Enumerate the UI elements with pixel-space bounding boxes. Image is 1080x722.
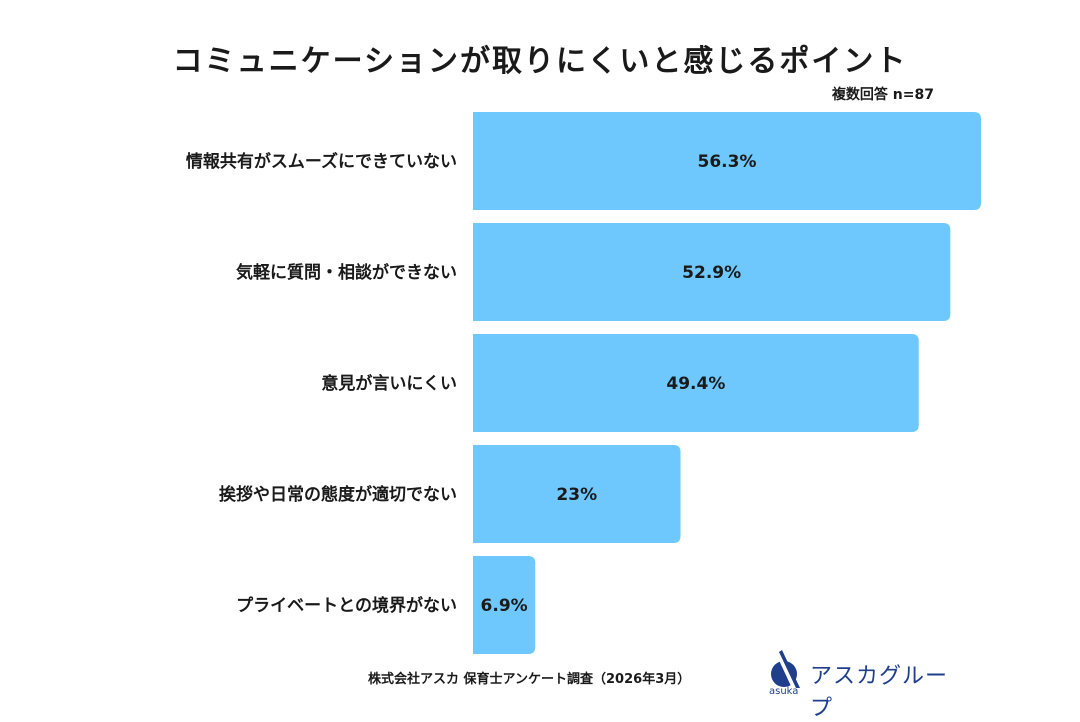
chart-title: コミュニケーションが取りにくいと感じるポイント: [172, 44, 908, 79]
sample-note: 複数回答 n=87: [831, 87, 934, 103]
value-label-3: 49.4%: [666, 374, 725, 394]
bar-1: [473, 112, 981, 210]
bar-4: [473, 445, 681, 543]
category-label-5: プライベートとの境界がない: [236, 595, 457, 616]
bar-2: [473, 223, 951, 321]
category-label-2: 気軽に質問・相談ができない: [235, 262, 457, 283]
value-label-2: 52.9%: [682, 263, 741, 283]
category-label-4: 挨拶や日常の態度が適切でない: [219, 484, 457, 505]
bar-5: [473, 556, 536, 654]
category-label-3: 意見が言いにくい: [321, 373, 457, 394]
source-footer: 株式会社アスカ 保育士アンケート調査（2026年3月）: [368, 672, 691, 687]
value-label-4: 23%: [556, 485, 597, 505]
logo-wordmark: アスカグループ: [810, 664, 949, 721]
value-label-1: 56.3%: [698, 152, 757, 172]
bar-3: [473, 334, 919, 432]
company-logo: アスカグループ asuka: [766, 650, 956, 721]
value-label-5: 6.9%: [481, 596, 528, 616]
category-label-1: 情報共有がスムーズにできていない: [186, 151, 457, 172]
logo-subtext: asuka: [769, 686, 799, 697]
asuka-logo-icon: [771, 650, 800, 688]
